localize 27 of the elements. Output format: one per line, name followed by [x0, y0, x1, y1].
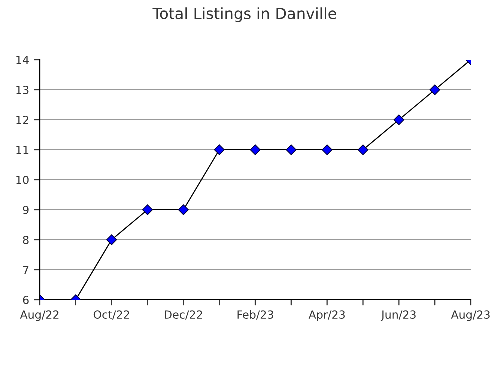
x-tick-label: Dec/22 — [165, 310, 202, 320]
chart-title: Total Listings in Danville — [152, 8, 336, 22]
y-tick-label: 14 — [16, 56, 29, 64]
x-tick-label: Oct/22 — [94, 310, 130, 320]
point — [286, 144, 297, 156]
x-tick-label: Aug/22 — [20, 310, 59, 322]
point — [106, 234, 118, 246]
x-tick-label: Feb/23 — [238, 310, 274, 320]
y-tick-label: 12 — [16, 116, 28, 124]
point — [358, 144, 369, 156]
y-tick-label: 11 — [16, 146, 29, 154]
point — [394, 114, 404, 126]
y-tick-label: 6 — [23, 296, 29, 304]
y-tick-label: 8 — [23, 236, 29, 244]
point — [250, 144, 261, 156]
y-tick-label: 13 — [16, 86, 29, 94]
x-tick-label: Aug/23 — [451, 310, 490, 322]
x-tick-label: Apr/23 — [308, 310, 345, 322]
point — [142, 204, 154, 216]
x-tick-label: Jun/23 — [380, 310, 416, 322]
point — [430, 84, 440, 96]
point — [178, 204, 189, 216]
y-tick-label: 9 — [23, 206, 29, 214]
point — [214, 144, 225, 156]
y-tick-label: 7 — [23, 266, 29, 274]
y-tick-label: 10 — [16, 176, 29, 184]
point — [322, 144, 333, 156]
